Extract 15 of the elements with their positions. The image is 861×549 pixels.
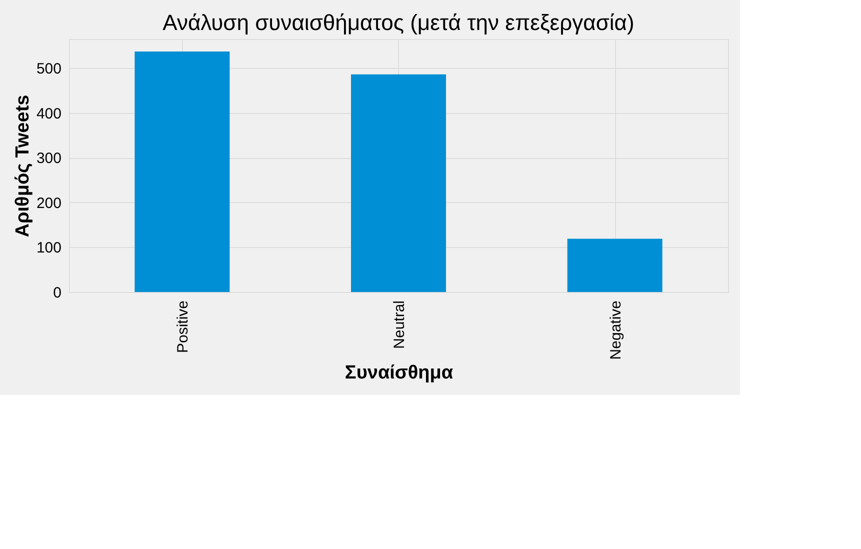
x-tick-label: Neutral — [391, 300, 408, 349]
y-tick-label: 200 — [36, 194, 62, 212]
x-axis-title: Συναίσθημα — [344, 362, 454, 384]
bar — [567, 238, 662, 292]
x-tick-label: Positive — [174, 300, 192, 354]
bar — [351, 74, 446, 292]
x-tick-label: Negative — [607, 300, 624, 360]
y-tick-label: 300 — [36, 150, 62, 168]
y-tick-label: 500 — [36, 60, 62, 78]
y-tick-label: 100 — [36, 240, 62, 257]
bar — [134, 52, 230, 292]
y-axis-title: Αριθμός Tweets — [12, 94, 34, 238]
y-tick-label: 400 — [36, 105, 62, 122]
chart-title: Ανάλυση συναισθήματος (μετά την επεξεργασία) — [162, 10, 634, 35]
y-tick-label: 0 — [53, 284, 62, 302]
